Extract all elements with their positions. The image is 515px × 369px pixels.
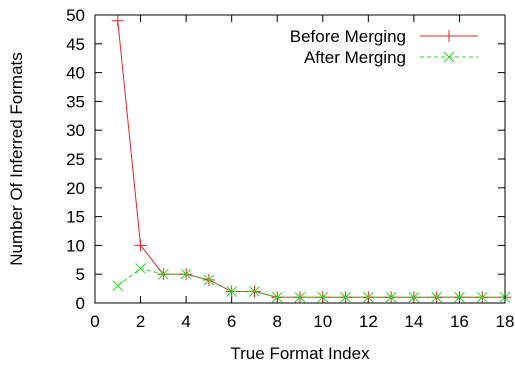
y-tick-label: 15 xyxy=(66,208,85,227)
data-point xyxy=(203,274,215,286)
data-point xyxy=(476,291,488,303)
x-tick-label: 10 xyxy=(313,312,332,331)
data-point xyxy=(271,291,283,303)
data-point xyxy=(431,291,443,303)
legend: Before Merging After Merging xyxy=(290,27,478,67)
y-axis-title: Number Of Inferred Formats xyxy=(7,52,26,266)
data-point xyxy=(249,286,260,297)
data-point xyxy=(443,51,455,63)
data-point xyxy=(112,280,124,292)
data-point xyxy=(362,291,374,303)
data-point xyxy=(340,291,351,303)
axis-ticks xyxy=(94,14,506,304)
y-tick-label: 40 xyxy=(66,64,85,83)
data-point xyxy=(408,291,420,303)
x-tick-label: 16 xyxy=(450,312,469,331)
y-tick-label: 10 xyxy=(66,236,85,255)
tick-labels: 0 2 4 6 8 10 12 14 16 18 0 5 10 15 20 25 30 35 40 45 50 xyxy=(66,6,514,331)
x-tick-label: 0 xyxy=(90,312,99,331)
series-layer xyxy=(111,14,511,304)
data-point xyxy=(157,268,169,280)
x-tick-label: 14 xyxy=(404,312,423,331)
y-tick-label: 5 xyxy=(76,265,85,284)
data-point xyxy=(180,268,192,280)
data-point xyxy=(134,239,147,252)
x-tick-label: 6 xyxy=(227,312,236,331)
data-point xyxy=(317,291,329,303)
y-tick-label: 20 xyxy=(66,179,85,198)
x-tick-label: 4 xyxy=(181,312,190,331)
x-tick-label: 2 xyxy=(136,312,145,331)
legend-label: Before Merging xyxy=(290,27,406,46)
y-tick-label: 45 xyxy=(66,35,85,54)
y-tick-label: 35 xyxy=(66,92,85,111)
x-tick-label: 18 xyxy=(496,312,515,331)
x-tick-label: 8 xyxy=(272,312,281,331)
data-point xyxy=(111,14,124,27)
data-point xyxy=(294,291,306,303)
data-point xyxy=(135,263,146,274)
data-point xyxy=(385,291,397,303)
y-tick-label: 25 xyxy=(66,150,85,169)
y-tick-label: 50 xyxy=(66,6,85,25)
data-point xyxy=(454,291,465,303)
plot-frame xyxy=(94,14,506,304)
x-axis-title: True Format Index xyxy=(230,344,370,363)
series-line xyxy=(117,267,505,298)
data-point xyxy=(443,30,455,42)
series-after-merging xyxy=(112,263,511,303)
legend-label: After Merging xyxy=(304,48,406,67)
y-tick-label: 0 xyxy=(76,294,85,313)
data-point xyxy=(226,286,238,297)
y-tick-label: 30 xyxy=(66,121,85,140)
x-tick-label: 12 xyxy=(359,312,378,331)
